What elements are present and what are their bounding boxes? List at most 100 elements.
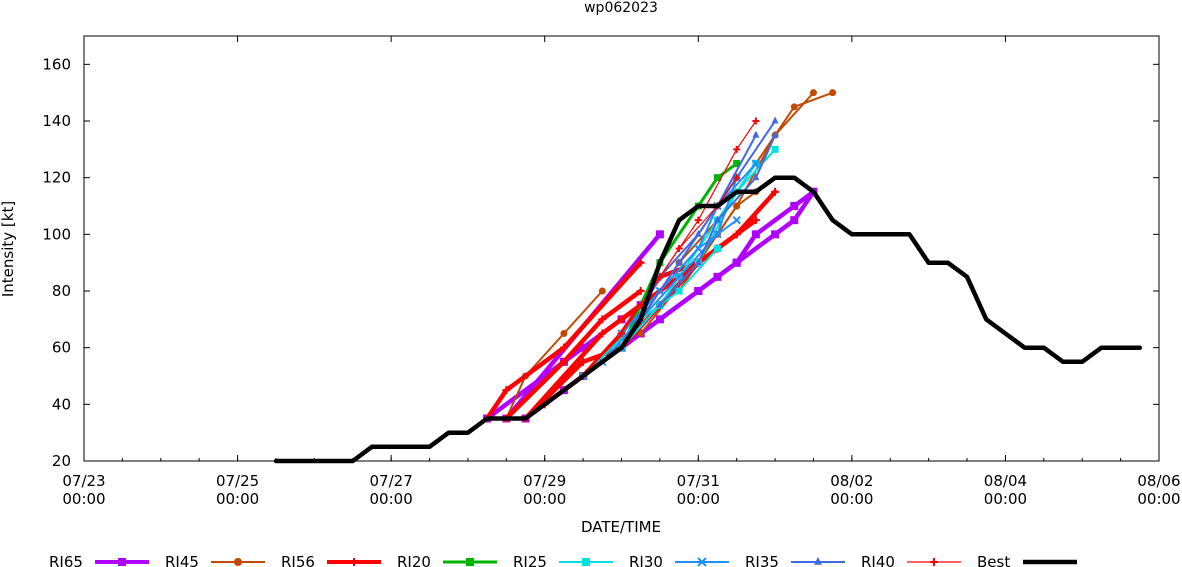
data-point [732,215,741,225]
legend-item-ri35: RI35 [745,553,845,567]
legend-item-ri20: RI20 [397,553,497,567]
series-line [639,134,757,321]
y-tick-label: 80 [52,282,71,300]
x-tick-label-time: 00:00 [1137,490,1180,508]
y-tick-label: 140 [42,112,71,130]
x-tick-label-date: 07/29 [523,472,566,490]
data-point [771,130,779,138]
data-point [771,116,779,124]
data-point [752,117,760,125]
data-point [655,230,664,239]
y-tick-label: 20 [52,452,71,470]
legend-item-best: Best [977,553,1077,567]
data-point [732,230,741,239]
data-point [502,386,511,395]
data-point [598,287,606,295]
data-point [713,272,722,281]
data-point [829,89,837,97]
data-point [713,174,721,182]
series-best [579,117,760,380]
legend-label: RI25 [513,553,547,567]
x-tick-label-date: 08/02 [830,472,873,490]
x-tick-label-time: 00:00 [830,490,873,508]
data-point [751,230,760,239]
legend-marker [234,558,242,566]
data-point [694,258,702,266]
x-tick-label-date: 07/27 [370,472,413,490]
data-point [809,89,817,97]
legend-label: RI56 [281,553,315,567]
data-point [618,330,625,337]
x-tick-label-time: 00:00 [216,490,259,508]
series-line [504,288,643,421]
legend-marker [930,558,938,566]
data-point [636,287,645,295]
y-tick-label: 60 [52,339,71,357]
x-tick-label-time: 00:00 [677,490,720,508]
data-point [559,343,568,352]
legend-item-ri45: RI45 [165,553,265,567]
legend-label: RI65 [49,553,83,567]
data-point [733,145,741,153]
series-line [273,175,1143,464]
series-layer [273,89,1143,464]
series-line [505,290,604,420]
y-tick-label: 160 [42,55,71,73]
axis-layer: 2040608010012014016007/2300:0007/2500:00… [42,36,1181,508]
legend-item-ri65: RI65 [49,553,149,567]
data-point [636,258,645,267]
x-tick-label-date: 07/23 [62,472,105,490]
data-point [752,130,760,138]
data-point [637,301,645,309]
legend-marker [350,558,358,566]
legend-marker [697,557,707,567]
data-point [713,245,721,252]
legend-label: RI35 [745,553,779,567]
legend-marker [466,558,474,566]
x-tick-label-date: 08/06 [1137,472,1180,490]
legend-marker [582,558,590,566]
legend: RI65 RI45 RI56 RI20 RI25 RI30 RI35 RI40 Best [49,553,1077,567]
legend-label: RI40 [861,553,895,567]
data-point [771,145,779,153]
x-axis-title: DATE/TIME [581,518,661,536]
data-point [733,202,741,210]
data-point [694,244,703,253]
data-point [694,287,703,295]
y-tick-label: 120 [42,169,71,187]
data-point [579,357,588,366]
data-point [675,287,683,295]
data-point [733,160,741,167]
data-point [656,300,664,308]
series-black-track [273,175,1143,464]
chart-title: wp062023 [584,0,658,16]
series-line [640,177,738,306]
data-point [617,315,626,324]
data-point [751,216,760,225]
legend-item-ri25: RI25 [513,553,613,567]
data-point [598,329,607,338]
data-point [637,330,645,337]
data-point [675,258,683,266]
data-point [771,230,780,239]
x-tick-label-time: 00:00 [62,490,105,508]
y-axis-title: Intensity [kt] [0,201,17,297]
legend-item-ri40: RI40 [861,553,961,567]
legend-item-ri30: RI30 [629,553,729,567]
data-point [790,202,799,210]
legend-marker [118,558,126,566]
x-tick-label-date: 07/31 [677,472,720,490]
data-point [790,216,799,225]
data-point [559,357,568,366]
data-point [733,174,741,182]
series-line [484,260,643,421]
data-point [598,315,607,324]
x-tick-label-time: 00:00 [984,490,1027,508]
legend-label: RI45 [165,553,199,567]
y-tick-label: 100 [42,225,71,243]
legend-item-ri56: RI56 [281,553,381,567]
data-point [751,159,761,168]
legend-label: Best [977,553,1010,567]
y-tick-label: 40 [52,395,71,413]
